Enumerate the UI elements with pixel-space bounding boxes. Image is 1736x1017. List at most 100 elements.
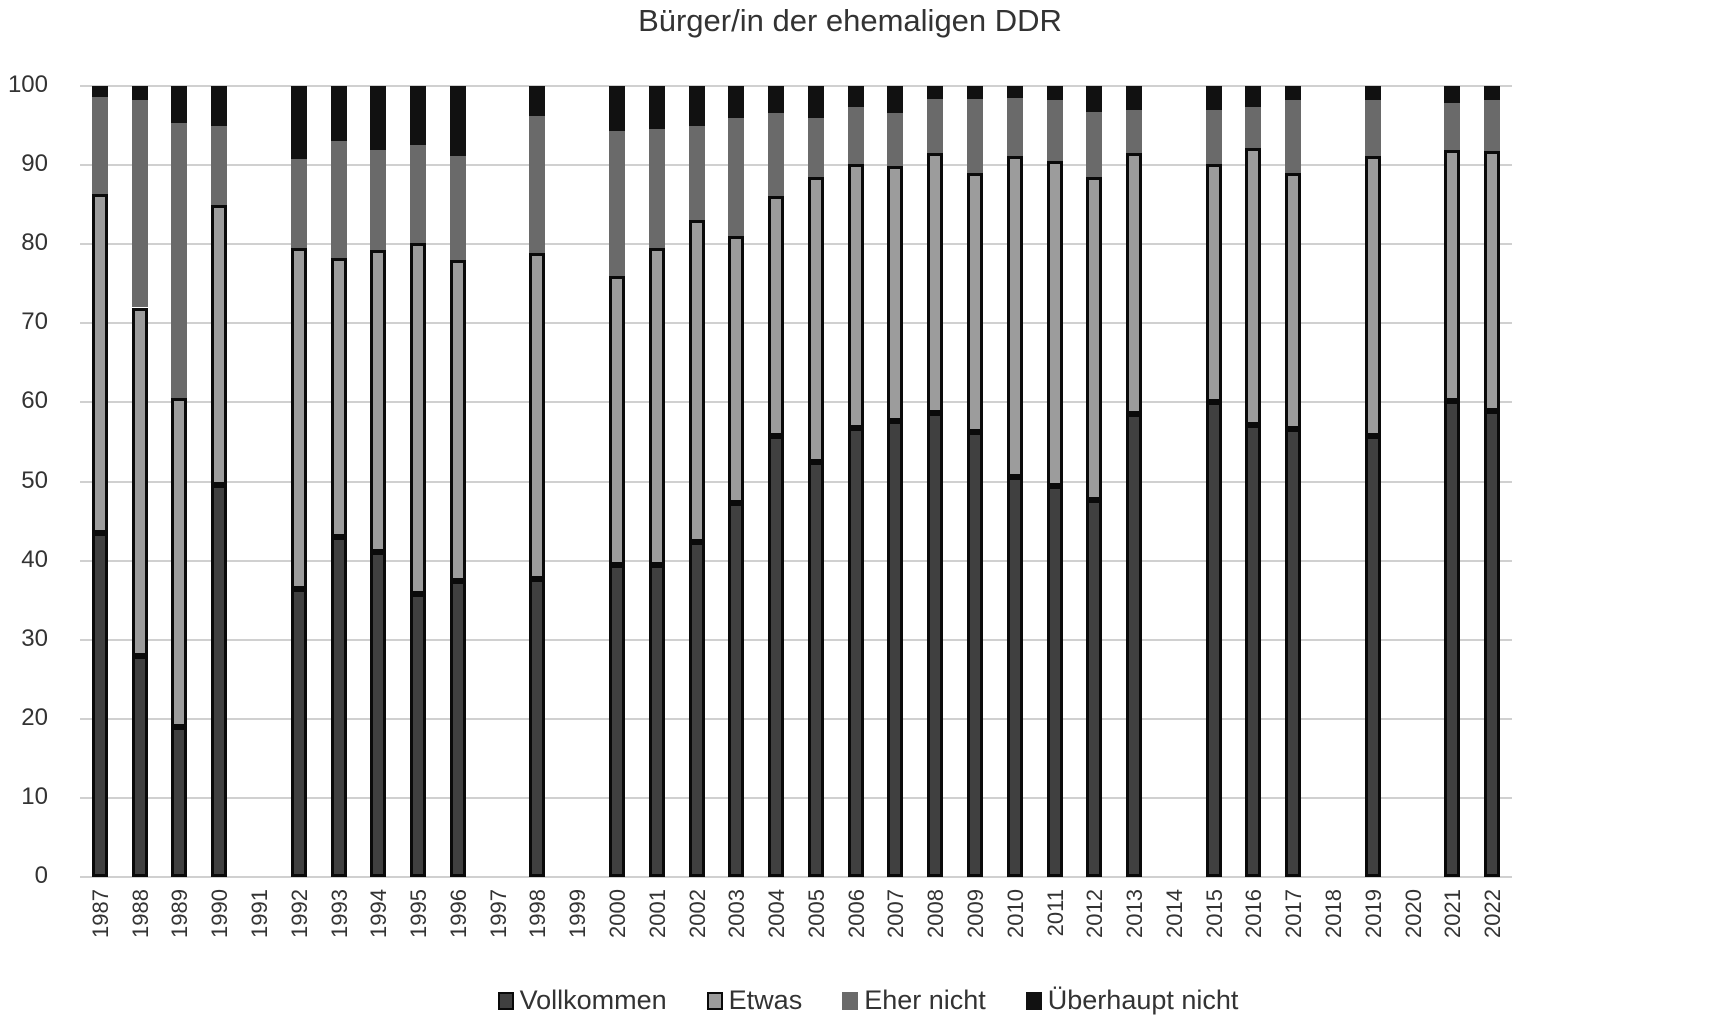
legend-label: Eher nicht (864, 985, 986, 1015)
bar-segment-e (847, 164, 864, 428)
bar-segment-v (1245, 425, 1262, 877)
legend-swatch-icon (1025, 991, 1042, 1010)
x-tick-label: 1999 (565, 889, 591, 938)
plot-area (80, 85, 1512, 878)
bar-segment-u (887, 86, 904, 113)
x-tick-label: 1990 (207, 889, 233, 938)
bar-segment-u (91, 86, 108, 98)
bar-2003 (728, 86, 745, 877)
gridline (80, 322, 1512, 325)
y-tick-label: 100 (7, 71, 48, 98)
bar-segment-e (768, 195, 785, 437)
bar-segment-en (1126, 109, 1143, 154)
bar-segment-u (967, 86, 983, 100)
bar-segment-v (1126, 414, 1143, 877)
chart-title: Bürger/in der ehemaligen DDR (638, 3, 1062, 38)
x-tick-label: 2010 (1002, 889, 1028, 938)
bar-segment-u (529, 86, 546, 117)
bar-segment-e (370, 249, 387, 552)
bar-2012 (1086, 86, 1103, 877)
bar-segment-v (449, 581, 466, 877)
y-tick-label: 0 (34, 862, 48, 889)
bar-segment-u (330, 86, 347, 141)
bar-segment-e (290, 248, 307, 590)
x-tick-label: 1997 (485, 889, 511, 938)
legend-item: Etwas (706, 985, 802, 1016)
x-tick-label: 2005 (803, 889, 829, 938)
bar-segment-v (609, 564, 625, 877)
gridline (80, 164, 1512, 167)
x-tick-label: 2008 (923, 889, 949, 938)
y-tick-label: 80 (21, 229, 48, 257)
bar-segment-v (1046, 486, 1063, 877)
bar-segment-u (1484, 86, 1501, 101)
bar-1990 (211, 86, 228, 877)
bar-segment-u (1364, 86, 1381, 101)
legend-label: Überhaupt nicht (1047, 985, 1239, 1015)
bar-2011 (1046, 86, 1063, 877)
x-tick-label: 2012 (1082, 889, 1108, 938)
bar-segment-e (1364, 155, 1381, 437)
bar-segment-v (370, 551, 387, 877)
bar-segment-u (211, 86, 228, 127)
bar-segment-en (1484, 100, 1501, 151)
bar-2018 (1325, 86, 1341, 877)
bar-segment-e (648, 248, 665, 566)
bar-2002 (688, 86, 705, 877)
bar-segment-v (529, 578, 546, 877)
bar-segment-v (131, 655, 148, 877)
bar-2019 (1364, 86, 1381, 877)
x-tick-label: 2015 (1201, 889, 1227, 938)
bar-segment-v (1205, 402, 1222, 877)
legend-swatch-icon (497, 991, 514, 1010)
bar-segment-e (211, 204, 228, 485)
bar-segment-en (449, 155, 466, 261)
bar-segment-v (330, 536, 347, 877)
y-tick-label: 40 (21, 545, 48, 573)
x-tick-label: 2021 (1440, 889, 1466, 938)
bar-segment-en (1444, 102, 1461, 151)
bar-segment-en (1245, 107, 1262, 148)
gridline (80, 876, 1512, 878)
bar-segment-en (131, 100, 148, 308)
bar-segment-en (967, 99, 983, 174)
bar-segment-e (410, 242, 427, 594)
bar-segment-u (1205, 86, 1222, 110)
bar-1996 (449, 86, 466, 877)
bar-segment-u (449, 86, 466, 156)
x-tick-label: 2006 (843, 889, 869, 938)
bar-segment-en (91, 97, 108, 194)
bar-1991 (251, 86, 267, 877)
bar-2009 (967, 86, 983, 877)
bar-segment-v (648, 565, 665, 877)
bar-segment-en (370, 150, 387, 250)
x-tick-label: 2019 (1360, 889, 1386, 938)
bar-segment-v (1285, 428, 1302, 877)
bar-segment-u (1006, 86, 1023, 98)
bar-segment-e (688, 220, 705, 542)
bar-2007 (887, 86, 904, 877)
bar-segment-e (171, 397, 188, 727)
bar-1987 (91, 86, 108, 877)
bar-segment-en (211, 126, 228, 205)
bar-2022 (1484, 86, 1501, 877)
bar-segment-en (1086, 112, 1103, 177)
x-tick-label: 2000 (605, 889, 630, 938)
bar-segment-e (529, 252, 546, 579)
bar-segment-e (91, 193, 108, 533)
bar-segment-u (807, 86, 824, 118)
bar-segment-e (967, 173, 983, 433)
bar-segment-v (1444, 400, 1461, 877)
bar-segment-u (648, 86, 665, 129)
x-tick-label: 2003 (724, 889, 750, 938)
bar-1988 (131, 86, 148, 877)
x-tick-label: 2004 (764, 889, 790, 938)
x-tick-label: 1991 (247, 889, 272, 938)
bar-segment-e (449, 260, 466, 582)
x-tick-label: 1998 (525, 889, 551, 938)
x-tick-label: 2022 (1480, 889, 1506, 938)
bar-segment-u (688, 86, 705, 126)
bar-segment-en (728, 117, 745, 237)
gridline (80, 401, 1512, 404)
bar-segment-u (1046, 86, 1063, 101)
